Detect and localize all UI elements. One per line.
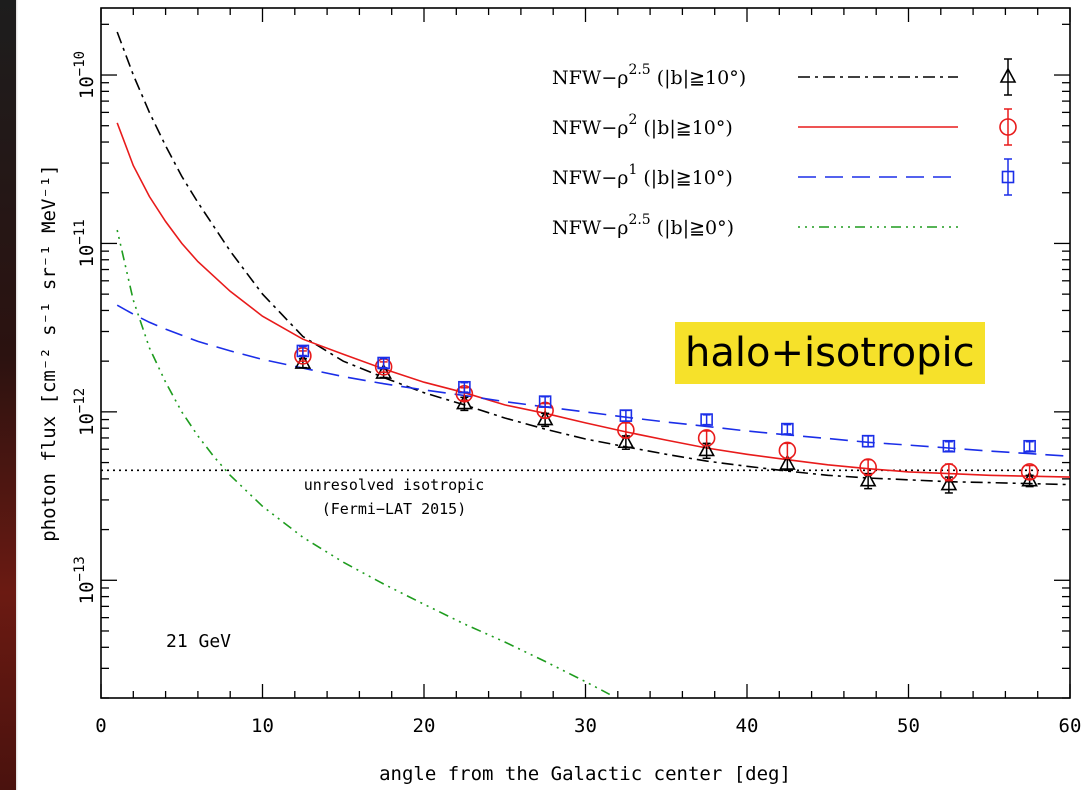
- data-point-s1: [617, 432, 635, 449]
- svg-text:10−10: 10−10: [72, 51, 98, 99]
- data-point-s1: [779, 454, 796, 470]
- x-tick-label: 30: [574, 715, 597, 737]
- legend-label-4: NFW−ρ2.5 (|b|≧0°): [552, 212, 734, 239]
- y-axis-title: photon flux [cm⁻² s⁻¹ sr⁻¹ MeV⁻¹]: [38, 164, 60, 542]
- x-axis-title: angle from the Galactic center [deg]: [379, 763, 791, 785]
- legend-marker-3: [1001, 170, 1015, 184]
- data-point-s3: [1023, 439, 1036, 453]
- data-point-s2: [617, 421, 635, 439]
- legend-label-1: NFW−ρ2.5 (|b|≧10°): [552, 62, 746, 89]
- data-point-s1: [940, 474, 958, 491]
- model-curve-2: [116, 122, 1070, 478]
- data-point-s3: [458, 380, 471, 394]
- x-tick-label: 0: [95, 715, 106, 737]
- error-bar-s2: [783, 442, 792, 460]
- error-bar-s3: [783, 423, 792, 435]
- data-point-s2: [940, 463, 958, 481]
- x-tick-label: 60: [1059, 715, 1082, 737]
- model-curves: [101, 31, 1070, 696]
- axis-ticks: 0 10 20 30 40 50 60 10−13 10−12 10−11 10−10: [72, 8, 1081, 737]
- data-point-s2: [778, 441, 797, 460]
- model-curve-4: [116, 229, 611, 696]
- error-bar-s3: [379, 357, 388, 369]
- data-point-s3: [619, 409, 633, 422]
- legend-errbar-2: [1004, 108, 1012, 146]
- error-bar-s3: [298, 345, 307, 357]
- x-tick-label: 10: [251, 715, 274, 737]
- svg-text:10−13: 10−13: [72, 556, 98, 604]
- legend-label-2: NFW−ρ2 (|b|≧10°): [552, 112, 733, 139]
- isotropic-label-line1: unresolved isotropic: [304, 476, 485, 494]
- legend-errbar-1: [1004, 58, 1012, 96]
- energy-label: 21 GeV: [166, 631, 231, 652]
- halo-isotropic-annotation: halo+isotropic: [675, 322, 985, 384]
- model-curve-1: [116, 31, 1070, 486]
- data-point-s2: [1020, 463, 1039, 481]
- legend-marker-2: [999, 118, 1017, 136]
- data-point-s3: [377, 356, 390, 370]
- data-point-s3: [296, 344, 310, 358]
- legend: NFW−ρ2.5 (|b|≧10°) NFW−ρ2 (|b|≧10°) NFW−ρ1…: [552, 58, 1017, 239]
- data-points: [294, 344, 1039, 494]
- data-point-s1: [859, 471, 877, 487]
- legend-errbar-3: [1004, 158, 1012, 196]
- x-tick-label: 40: [736, 715, 759, 737]
- error-bar-s3: [621, 409, 630, 422]
- legend-label-3: NFW−ρ1 (|b|≧10°): [552, 162, 733, 189]
- error-bar-s3: [702, 414, 711, 426]
- data-point-s3: [861, 434, 875, 448]
- y-tick-label: 10−11: [72, 219, 98, 267]
- model-curve-3: [116, 304, 1070, 458]
- x-tick-label: 20: [413, 715, 436, 737]
- data-point-s1: [698, 440, 715, 457]
- left-edge-strip: [0, 0, 16, 790]
- data-point-s3: [781, 422, 794, 436]
- isotropic-label-line2: (Fermi−LAT 2015): [322, 500, 467, 518]
- data-point-s1: [456, 393, 473, 410]
- y-tick-label: 10−13: [72, 556, 98, 604]
- data-point-s2: [697, 429, 716, 447]
- data-point-s3: [700, 413, 713, 426]
- data-point-s3: [538, 395, 552, 408]
- error-bar-s3: [944, 440, 953, 452]
- svg-text:10−11: 10−11: [72, 219, 98, 267]
- y-tick-label: 10−10: [72, 51, 98, 99]
- error-bar-s3: [1025, 440, 1034, 452]
- error-bar-s2: [944, 463, 953, 482]
- data-point-s3: [942, 439, 956, 453]
- error-bar-s3: [541, 395, 550, 408]
- x-tick-label: 50: [897, 715, 920, 737]
- legend-marker-1: [999, 67, 1017, 83]
- svg-text:10−12: 10−12: [72, 388, 98, 436]
- y-tick-label: 10−12: [72, 388, 98, 436]
- data-point-s2: [859, 458, 877, 476]
